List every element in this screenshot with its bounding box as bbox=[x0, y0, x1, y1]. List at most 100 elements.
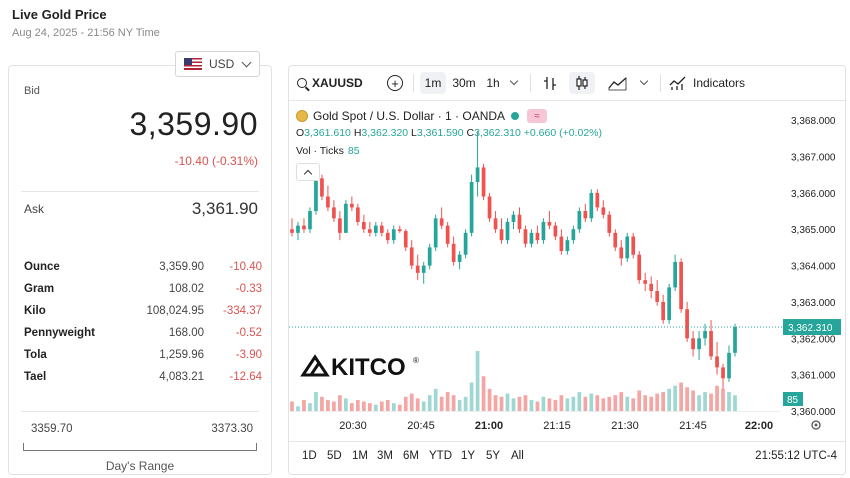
unit-change: -0.52 bbox=[235, 327, 262, 339]
range-5d[interactable]: 5D bbox=[327, 450, 342, 462]
volume-bar bbox=[344, 398, 348, 411]
y-tick-label: 3,365.000 bbox=[791, 225, 836, 236]
unit-name: Tola bbox=[24, 349, 47, 361]
day-range-low: 3359.70 bbox=[31, 423, 73, 435]
candle-body bbox=[523, 229, 528, 244]
volume-bar bbox=[445, 392, 450, 411]
toolbar-divider bbox=[660, 74, 661, 92]
candle-body bbox=[355, 207, 360, 222]
volume-bar bbox=[379, 401, 384, 411]
volume-bar bbox=[451, 395, 456, 411]
market-open-indicator bbox=[511, 112, 520, 120]
chart-toolbar: XAUUSD + 1m 30m 1h bbox=[289, 66, 845, 100]
toolbar-divider bbox=[530, 74, 531, 92]
interval-1h[interactable]: 1h bbox=[486, 76, 500, 90]
ohlc-open: 3,361.610 bbox=[304, 127, 351, 139]
indicators-button[interactable]: Indicators bbox=[669, 72, 757, 94]
volume-bar bbox=[409, 393, 414, 411]
ohlc-c-label: C bbox=[466, 127, 475, 139]
ohlc-o-label: O bbox=[296, 127, 305, 139]
unit-change: -3.90 bbox=[235, 349, 262, 361]
volume-bar bbox=[709, 393, 713, 411]
volume-bar bbox=[463, 396, 468, 411]
bar-style-button[interactable] bbox=[539, 72, 561, 94]
candle-body bbox=[703, 331, 707, 339]
volume-bar bbox=[439, 396, 444, 411]
y-tick-label: 3,368.000 bbox=[791, 116, 836, 127]
y-tick-label: 3,366.000 bbox=[791, 189, 836, 200]
candle-body bbox=[332, 207, 336, 219]
symbol-search[interactable]: XAUUSD bbox=[297, 72, 369, 94]
candle-body bbox=[308, 211, 312, 230]
candle-body bbox=[367, 229, 372, 233]
settings-gear-center bbox=[814, 423, 818, 427]
interval-1m[interactable]: 1m bbox=[420, 72, 446, 94]
x-tick-label: 20:30 bbox=[339, 420, 367, 432]
candle-body bbox=[338, 218, 342, 233]
range-ytd[interactable]: YTD bbox=[429, 450, 452, 462]
compare-button[interactable]: + bbox=[384, 72, 406, 94]
candle-body bbox=[733, 327, 737, 353]
area-style-button[interactable] bbox=[605, 72, 631, 94]
unit-row: Tola 1,259.96 -3.90 bbox=[24, 344, 262, 366]
candle-body bbox=[631, 236, 636, 255]
candle-body bbox=[667, 287, 672, 321]
candle-body bbox=[391, 229, 396, 241]
volume-bar bbox=[308, 403, 312, 411]
volume-bar bbox=[691, 390, 695, 411]
range-all[interactable]: All bbox=[511, 450, 524, 462]
range-5y[interactable]: 5Y bbox=[486, 450, 501, 462]
candles-style-button[interactable] bbox=[569, 72, 595, 94]
divider bbox=[21, 411, 259, 412]
candle-body bbox=[415, 265, 420, 273]
volume-bar bbox=[721, 388, 725, 411]
price-chart[interactable]: KITCO ® 3,368.000 3,367.000 3,366.000 3,365.0… bbox=[289, 66, 846, 475]
volume-bar bbox=[577, 392, 582, 411]
volume-bar bbox=[427, 395, 432, 411]
range-bar: 1D 5D 1M 3M 6M YTD 1Y 5Y All 21:55:12 UT… bbox=[289, 440, 845, 474]
range-1m[interactable]: 1M bbox=[352, 450, 368, 462]
range-1y[interactable]: 1Y bbox=[461, 450, 476, 462]
currency-selector[interactable]: USD bbox=[175, 51, 260, 77]
chart-widget: XAUUSD + 1m 30m 1h bbox=[288, 65, 846, 475]
wave-icon: ≈ bbox=[527, 109, 548, 123]
volume-bar bbox=[535, 401, 540, 411]
candle-body bbox=[481, 167, 486, 197]
volume-legend: Vol · Ticks 85 bbox=[296, 145, 360, 157]
range-3m[interactable]: 3M bbox=[377, 450, 393, 462]
range-6m[interactable]: 6M bbox=[403, 450, 419, 462]
candle-body bbox=[607, 214, 612, 233]
range-1d[interactable]: 1D bbox=[302, 450, 317, 462]
candle-body bbox=[373, 225, 378, 233]
interval-30m[interactable]: 30m bbox=[452, 76, 476, 90]
candle-body bbox=[595, 192, 600, 208]
candle-body bbox=[457, 254, 462, 262]
volume-bar bbox=[397, 404, 402, 411]
candle-body bbox=[344, 203, 348, 233]
volume-bar bbox=[332, 401, 336, 411]
unit-price: 108,024.95 bbox=[146, 305, 204, 317]
unit-price: 4,083.21 bbox=[159, 371, 204, 383]
candle-body bbox=[475, 167, 480, 182]
currency-label: USD bbox=[209, 57, 235, 71]
candle-body bbox=[463, 232, 468, 255]
unit-row: Pennyweight 168.00 -0.52 bbox=[24, 322, 262, 344]
candle-body bbox=[361, 221, 366, 230]
collapse-legend-button[interactable] bbox=[296, 163, 320, 181]
candle-body bbox=[451, 243, 456, 262]
candle-body bbox=[379, 225, 384, 233]
candle-body bbox=[427, 247, 432, 266]
settings-gear-icon bbox=[811, 420, 821, 430]
candle-body bbox=[421, 265, 426, 273]
kitco-wordmark: KITCO bbox=[331, 354, 406, 381]
volume-bar bbox=[391, 403, 396, 411]
day-range-high: 3373.30 bbox=[211, 423, 253, 435]
unit-price: 1,259.96 bbox=[159, 349, 204, 361]
candle-body bbox=[385, 232, 390, 241]
volume-bar bbox=[631, 398, 636, 411]
last-price-badge bbox=[783, 319, 841, 336]
candle-body bbox=[691, 338, 695, 350]
bid-change: -10.40 (-0.31%) bbox=[174, 154, 258, 168]
y-tick-label: 3,362.000 bbox=[791, 334, 836, 345]
bars-icon bbox=[544, 77, 556, 90]
